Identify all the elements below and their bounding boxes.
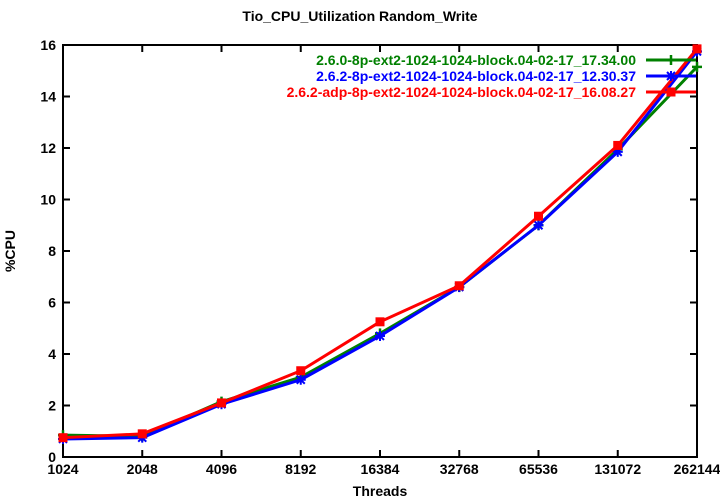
data-point-marker bbox=[534, 211, 543, 221]
legend-item: 2.6.2-8p-ext2-1024-1024-block.04-02-17_1… bbox=[316, 68, 698, 84]
data-point-marker bbox=[295, 374, 306, 385]
data-point-marker bbox=[296, 366, 306, 376]
data-point-marker bbox=[375, 317, 385, 327]
legend: 2.6.0-8p-ext2-1024-1024-block.04-02-17_1… bbox=[287, 52, 698, 100]
data-point-marker bbox=[217, 398, 226, 408]
data-point-marker bbox=[692, 61, 702, 72]
legend-label: 2.6.0-8p-ext2-1024-1024-block.04-02-17_1… bbox=[316, 52, 636, 68]
series-line bbox=[62, 65, 699, 438]
legend-label: 2.6.2-adp-8p-ext2-1024-1024-block.04-02-… bbox=[286, 84, 636, 100]
y-tick-label: 14 bbox=[40, 89, 56, 105]
x-tick-label: 4096 bbox=[206, 461, 237, 477]
legend-label: 2.6.2-8p-ext2-1024-1024-block.04-02-17_1… bbox=[316, 68, 636, 84]
y-tick-label: 12 bbox=[40, 140, 56, 156]
y-tick-label: 4 bbox=[48, 346, 56, 362]
legend-item: 2.6.0-8p-ext2-1024-1024-block.04-02-17_1… bbox=[316, 52, 698, 68]
x-tick-label: 16384 bbox=[361, 461, 400, 477]
legend-key-line bbox=[646, 55, 696, 65]
x-tick-label: 131072 bbox=[594, 461, 641, 477]
legend-key-line bbox=[646, 71, 696, 81]
data-point-marker bbox=[137, 429, 147, 439]
data-point-marker bbox=[613, 140, 623, 150]
y-tick-label: 6 bbox=[48, 295, 56, 311]
series-line bbox=[62, 50, 699, 441]
data-point-marker bbox=[533, 220, 544, 231]
data-point-marker bbox=[58, 433, 68, 443]
x-tick-label: 65536 bbox=[519, 461, 558, 477]
y-tick-label: 0 bbox=[48, 449, 56, 465]
data-point-marker bbox=[375, 330, 385, 341]
legend-key-line bbox=[646, 87, 696, 97]
y-tick-label: 8 bbox=[48, 243, 56, 259]
legend-item: 2.6.2-adp-8p-ext2-1024-1024-block.04-02-… bbox=[287, 84, 698, 100]
x-tick-label: 8192 bbox=[285, 461, 316, 477]
x-tick-label: 1024 bbox=[47, 461, 78, 477]
data-point-marker bbox=[454, 281, 464, 291]
x-tick-label: 32768 bbox=[440, 461, 479, 477]
data-point-marker bbox=[692, 44, 702, 54]
y-tick-label: 2 bbox=[48, 398, 56, 414]
x-tick-label: 2048 bbox=[127, 461, 158, 477]
series-line bbox=[62, 47, 699, 440]
y-tick-label: 16 bbox=[40, 37, 56, 53]
x-tick-label: 262144 bbox=[674, 461, 720, 477]
chart-title: Tio_CPU_Utilization Random_Write bbox=[242, 8, 478, 24]
x-axis-label: Threads bbox=[352, 483, 408, 499]
plot-frame bbox=[62, 44, 698, 458]
y-tick-label: 10 bbox=[40, 192, 56, 208]
